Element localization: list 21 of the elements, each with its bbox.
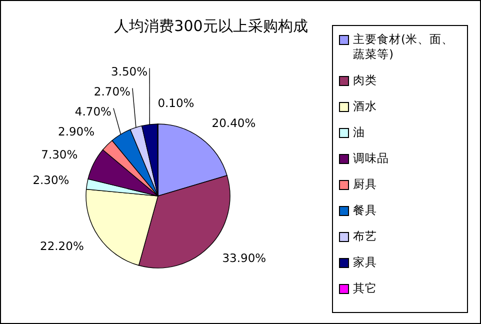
legend-label: 酒水 (353, 99, 377, 114)
legend-label: 肉类 (353, 73, 377, 88)
data-label: 3.50% (111, 64, 148, 78)
data-label: 7.30% (41, 148, 78, 162)
legend-label: 厨具 (353, 177, 377, 192)
data-label: 2.70% (94, 84, 131, 98)
data-label: 2.90% (58, 124, 95, 138)
legend-label: 其它 (353, 281, 377, 296)
legend-label: 家具 (353, 255, 377, 270)
legend-label: 调味品 (353, 151, 389, 166)
data-label: 20.40% (212, 116, 256, 130)
chart-title: 人均消费300元以上采购构成 (114, 17, 308, 35)
legend-label: 布艺 (353, 229, 377, 244)
legend-label: 主要食材(米、面、蔬菜等) (353, 32, 454, 62)
data-label: 22.20% (40, 239, 84, 254)
data-label: 0.10% (158, 96, 194, 110)
data-label: 2.30% (32, 173, 70, 188)
legend-label: 餐具 (353, 203, 377, 218)
data-label: 4.70% (74, 104, 112, 118)
legend-label: 油 (353, 125, 365, 140)
data-label: 33.90% (222, 251, 266, 266)
